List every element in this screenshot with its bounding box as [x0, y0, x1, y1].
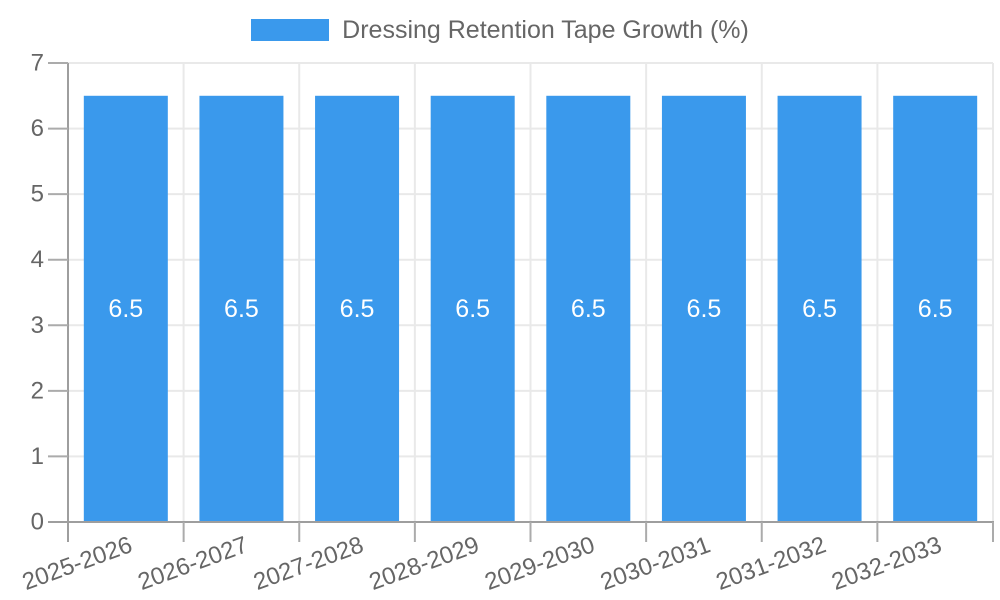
x-tick-label: 2030-2031 [597, 531, 714, 596]
tick-marks-group [48, 62, 994, 542]
y-tick-label: 0 [31, 509, 44, 536]
x-tick-label: 2032-2033 [828, 531, 945, 596]
legend-color-swatch [251, 19, 330, 41]
legend-item[interactable]: Dressing Retention Tape Growth (%) [0, 16, 1000, 44]
bar-value-label: 6.5 [108, 295, 143, 323]
x-tick-label: 2025-2026 [19, 531, 136, 596]
y-tick-label: 7 [31, 50, 44, 77]
y-tick-label: 3 [31, 312, 44, 339]
bar[interactable] [199, 95, 284, 523]
y-tick-label: 4 [31, 246, 44, 273]
y-tick-label: 1 [31, 443, 44, 470]
bar[interactable] [777, 95, 862, 523]
bar-value-label: 6.5 [571, 295, 606, 323]
bar[interactable] [661, 95, 746, 523]
x-tick-label: 2031-2032 [713, 531, 830, 596]
bar-value-label: 6.5 [455, 295, 490, 323]
x-tick-label: 2029-2030 [481, 531, 598, 596]
bar[interactable] [546, 95, 631, 523]
bar-value-label: 6.5 [802, 295, 837, 323]
bar[interactable] [83, 95, 168, 523]
bar[interactable] [315, 95, 400, 523]
bar[interactable] [893, 95, 978, 523]
y-tick-label: 6 [31, 115, 44, 142]
y-tick-label: 2 [31, 377, 44, 404]
x-tick-label: 2026-2027 [134, 531, 251, 596]
y-tick-label: 5 [31, 181, 44, 208]
bar-value-label: 6.5 [918, 295, 953, 323]
bar-value-label: 6.5 [340, 295, 375, 323]
bars-group [83, 95, 978, 523]
bar-value-label: 6.5 [224, 295, 259, 323]
bar-value-label: 6.5 [687, 295, 722, 323]
legend-label: Dressing Retention Tape Growth (%) [342, 16, 749, 44]
x-tick-label: 2027-2028 [250, 531, 367, 596]
x-tick-label: 2028-2029 [366, 531, 483, 596]
bar[interactable] [430, 95, 515, 523]
